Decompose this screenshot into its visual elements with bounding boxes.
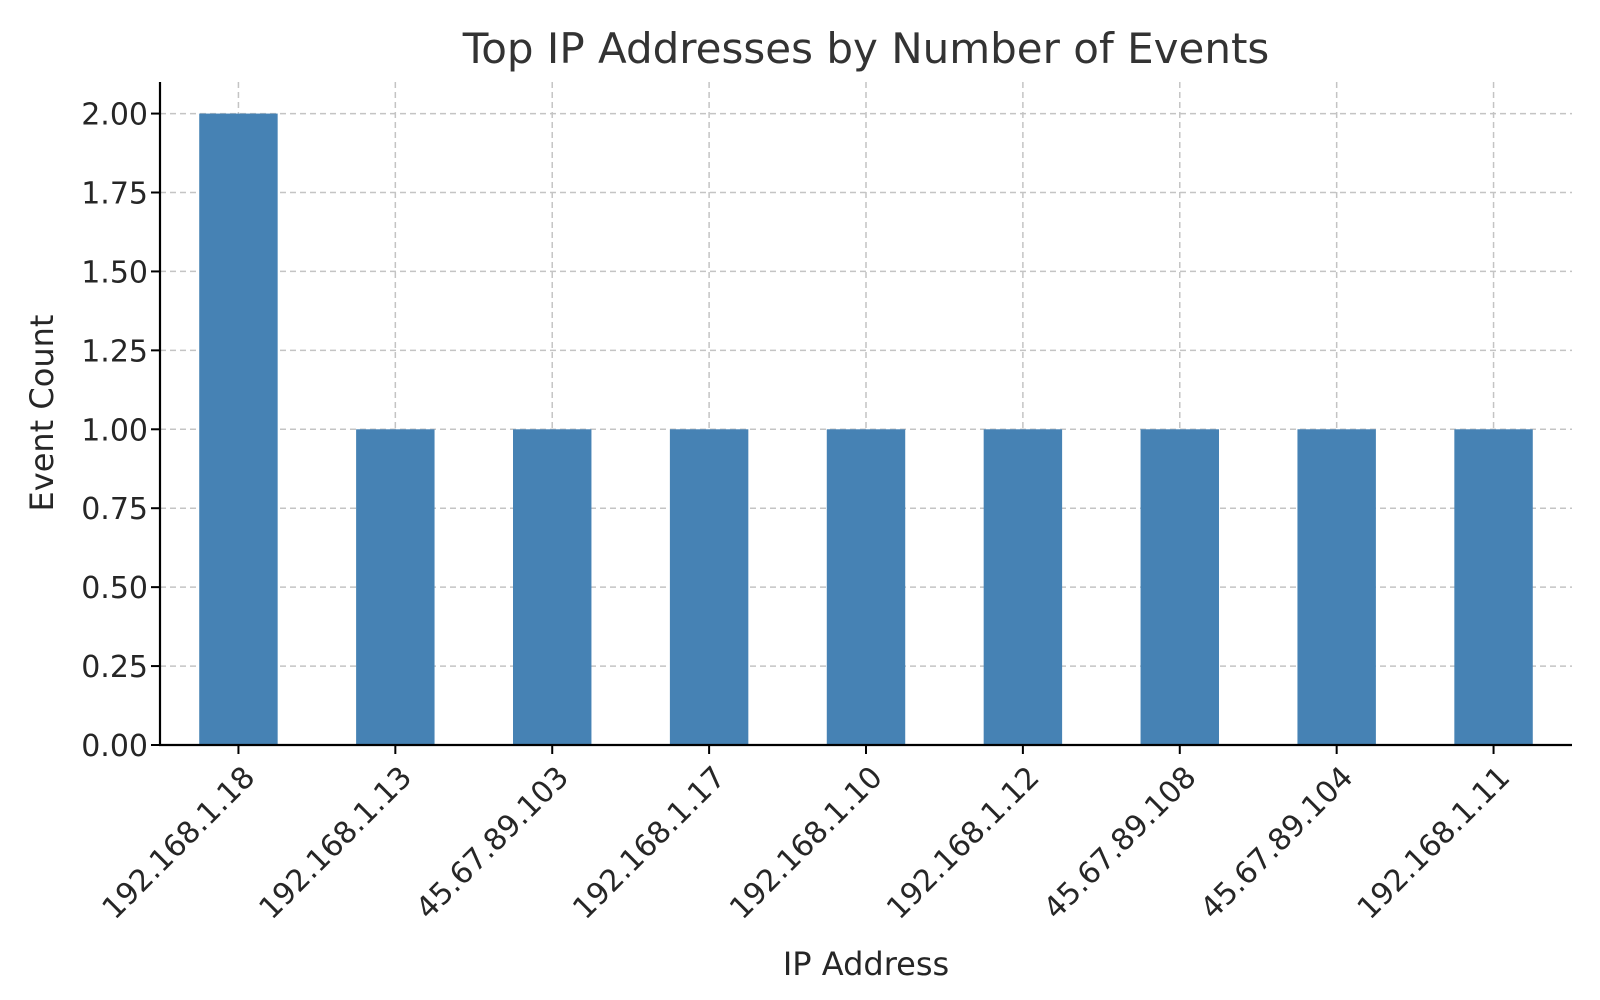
bar (983, 429, 1063, 745)
bar (1140, 429, 1219, 745)
x-tick-label: 192.168.1.17 (566, 760, 732, 926)
bar (1297, 429, 1376, 745)
bar (669, 429, 749, 745)
x-tick-label: 192.168.1.12 (880, 760, 1046, 926)
x-tick-label: 45.67.89.104 (1194, 760, 1360, 926)
x-tick-label: 192.168.1.13 (253, 760, 419, 926)
y-axis-ticks: 0.00 0.25 0.50 0.75 1.00 1.25 1.50 1.75 2.00 (81, 98, 160, 764)
x-axis-label: IP Address (783, 945, 949, 983)
y-tick-label: 0.00 (81, 729, 148, 764)
y-tick-label: 2.00 (81, 98, 148, 133)
y-tick-label: 1.50 (81, 255, 148, 290)
x-tick-label: 45.67.89.103 (409, 760, 575, 926)
bar (1454, 429, 1533, 745)
bar (513, 429, 592, 745)
y-tick-label: 0.50 (81, 571, 148, 606)
x-tick-label: 192.168.1.10 (723, 760, 889, 926)
x-tick-label: 192.168.1.11 (1351, 760, 1517, 926)
y-tick-label: 1.25 (81, 334, 148, 369)
y-tick-label: 1.75 (81, 177, 148, 212)
chart-title: Top IP Addresses by Number of Events (462, 24, 1270, 73)
bar (199, 113, 278, 746)
y-tick-label: 0.75 (81, 492, 148, 527)
bar (826, 429, 906, 745)
x-tick-label: 45.67.89.108 (1037, 760, 1203, 926)
y-tick-label: 1.00 (81, 413, 148, 448)
bars (199, 113, 1533, 746)
x-axis-ticks: 192.168.1.18192.168.1.1345.67.89.103192.… (96, 745, 1517, 926)
y-axis-label: Event Count (23, 315, 61, 512)
x-tick-label: 192.168.1.18 (96, 760, 262, 926)
bar (356, 429, 435, 745)
y-tick-label: 0.25 (81, 650, 148, 685)
